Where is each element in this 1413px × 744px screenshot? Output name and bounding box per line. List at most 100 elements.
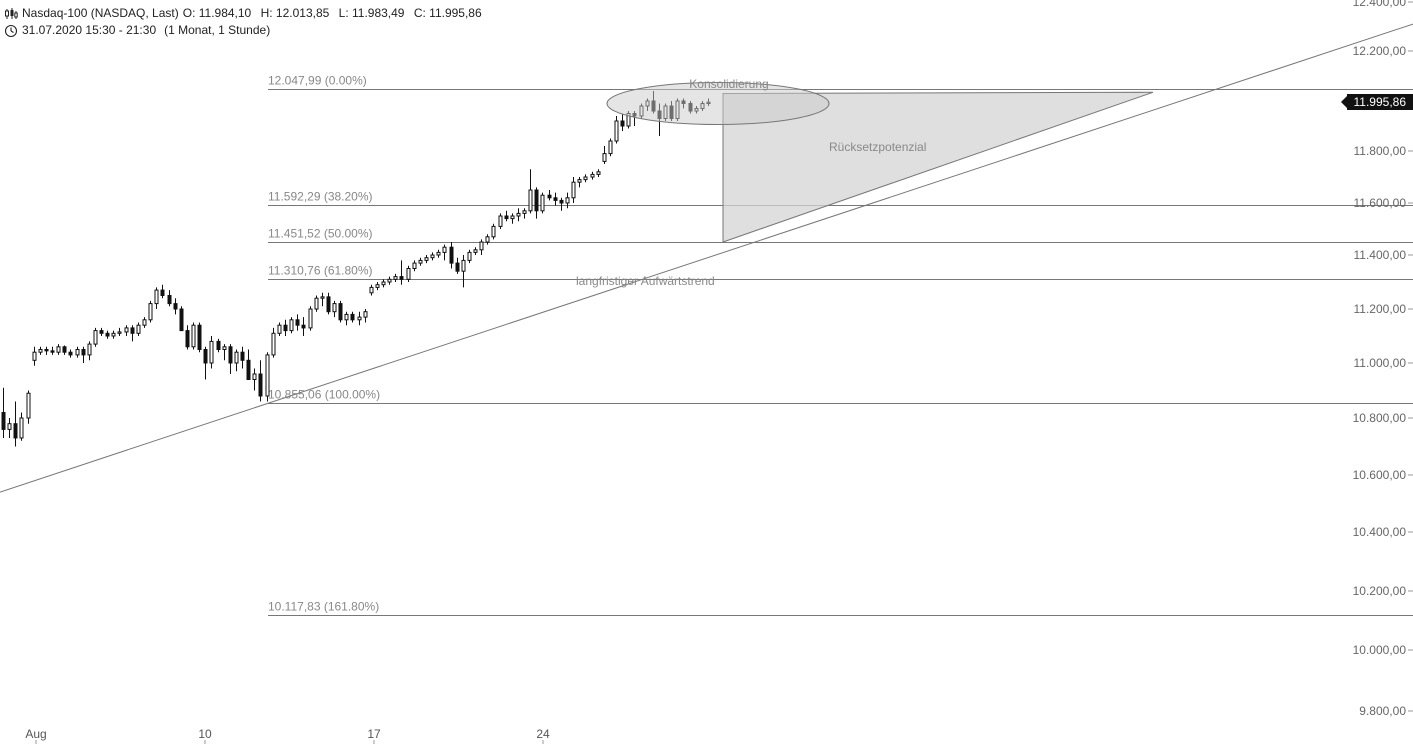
candle[interactable] (19, 412, 24, 441)
candle[interactable] (498, 213, 503, 229)
candle[interactable] (1, 387, 6, 438)
candle[interactable] (295, 314, 300, 331)
candle[interactable] (265, 352, 270, 402)
candle[interactable] (387, 276, 392, 285)
candle[interactable] (38, 346, 43, 355)
candle[interactable] (246, 349, 251, 380)
candle[interactable] (357, 311, 362, 326)
candle[interactable] (13, 401, 18, 447)
candle[interactable] (142, 317, 147, 328)
candle[interactable] (393, 273, 398, 282)
candle[interactable] (283, 319, 288, 336)
candle[interactable] (449, 242, 454, 269)
candle[interactable] (461, 255, 466, 288)
candle[interactable] (540, 192, 545, 214)
candle[interactable] (547, 190, 552, 201)
candle[interactable] (271, 327, 276, 358)
candle[interactable] (479, 239, 484, 255)
candle[interactable] (185, 325, 190, 350)
candle[interactable] (442, 244, 447, 261)
candle[interactable] (314, 295, 319, 312)
candle[interactable] (87, 341, 92, 361)
candle[interactable] (332, 300, 337, 318)
candle[interactable] (473, 247, 478, 255)
candle[interactable] (338, 300, 343, 323)
candle[interactable] (424, 255, 429, 264)
candle[interactable] (216, 338, 221, 353)
candle[interactable] (130, 325, 135, 342)
candle[interactable] (620, 113, 625, 132)
candle[interactable] (571, 177, 576, 203)
candle[interactable] (350, 311, 355, 323)
candle[interactable] (191, 322, 196, 350)
candle[interactable] (277, 322, 282, 337)
candle[interactable] (510, 213, 515, 224)
candle[interactable] (516, 208, 521, 222)
candle[interactable] (583, 174, 588, 183)
candle[interactable] (430, 252, 435, 261)
candle[interactable] (258, 360, 263, 402)
candle[interactable] (553, 192, 558, 206)
candle[interactable] (93, 327, 98, 347)
candle[interactable] (326, 292, 331, 315)
candle[interactable] (68, 349, 73, 358)
candle[interactable] (289, 317, 294, 334)
candle[interactable] (117, 327, 122, 336)
uptrend-line[interactable] (0, 23, 1413, 493)
candle[interactable] (99, 327, 104, 336)
candle[interactable] (534, 187, 539, 219)
candle[interactable] (369, 284, 374, 296)
candle[interactable] (301, 317, 306, 336)
candle[interactable] (105, 330, 110, 339)
candle[interactable] (381, 279, 386, 288)
candle[interactable] (136, 322, 141, 337)
candle[interactable] (412, 260, 417, 272)
candle[interactable] (167, 290, 172, 307)
candle[interactable] (485, 234, 490, 245)
candle[interactable] (56, 344, 61, 355)
candle[interactable] (228, 344, 233, 374)
candle[interactable] (7, 418, 12, 438)
candle[interactable] (308, 306, 313, 331)
candle[interactable] (399, 260, 404, 285)
candle[interactable] (418, 257, 423, 266)
candle[interactable] (559, 197, 564, 211)
candle[interactable] (528, 169, 533, 214)
candle[interactable] (363, 309, 368, 323)
candle[interactable] (44, 346, 49, 355)
candle[interactable] (252, 368, 257, 391)
candle[interactable] (577, 177, 582, 188)
candle[interactable] (596, 169, 601, 177)
candle[interactable] (436, 249, 441, 258)
consolidation-ellipse[interactable] (606, 82, 830, 125)
candle[interactable] (179, 306, 184, 332)
candle[interactable] (608, 138, 613, 157)
candle[interactable] (209, 336, 214, 369)
candle[interactable] (406, 265, 411, 282)
candle[interactable] (124, 325, 129, 336)
candle[interactable] (320, 292, 325, 307)
pullback-triangle[interactable] (722, 91, 1154, 243)
candle[interactable] (491, 223, 496, 240)
candle[interactable] (467, 249, 472, 264)
candle[interactable] (455, 257, 460, 274)
candle[interactable] (26, 390, 31, 424)
candle[interactable] (240, 346, 245, 369)
candle[interactable] (375, 282, 380, 291)
candle[interactable] (203, 346, 208, 380)
candle[interactable] (50, 346, 55, 355)
candle[interactable] (222, 344, 227, 361)
candle[interactable] (522, 208, 527, 219)
candle[interactable] (173, 298, 178, 315)
candle[interactable] (154, 287, 159, 309)
candle[interactable] (148, 300, 153, 323)
candle[interactable] (602, 146, 607, 164)
candle[interactable] (111, 330, 116, 339)
candle[interactable] (565, 192, 570, 209)
candle[interactable] (75, 346, 80, 358)
candle[interactable] (234, 349, 239, 372)
candle[interactable] (62, 345, 67, 355)
candle[interactable] (504, 210, 509, 222)
candle[interactable] (81, 346, 86, 363)
